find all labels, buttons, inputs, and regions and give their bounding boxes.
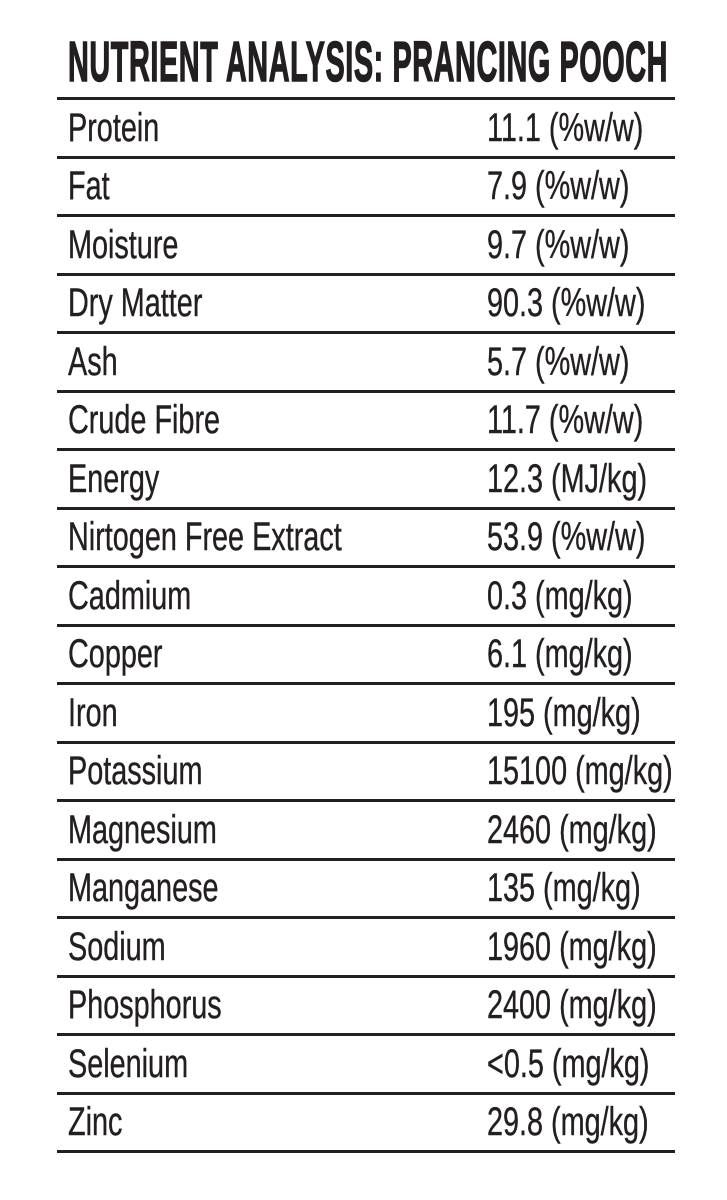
table-row: Potassium 15100 (mg/kg) — [57, 744, 675, 802]
nutrient-value: 15100 (mg/kg) — [487, 749, 673, 794]
table-row: Selenium <0.5 (mg/kg) — [57, 1036, 675, 1095]
nutrient-name: Ash — [68, 339, 118, 384]
nutrient-name: Copper — [68, 632, 163, 677]
table-row: Cadmium 0.3 (mg/kg) — [57, 568, 675, 627]
nutrient-value: 9.7 (%w/w) — [487, 222, 630, 267]
nutrient-name: Magnesium — [68, 807, 217, 852]
nutrient-value: <0.5 (mg/kg) — [487, 1041, 650, 1086]
nutrient-name: Nirtogen Free Extract — [68, 515, 342, 560]
nutrient-name: Sodium — [68, 924, 166, 969]
nutrient-name: Moisture — [68, 222, 179, 267]
table-row: Iron 195 (mg/kg) — [57, 685, 675, 744]
nutrient-value: 1960 (mg/kg) — [487, 924, 657, 969]
table-row: Dry Matter 90.3 (%w/w) — [57, 276, 675, 334]
nutrient-name: Dry Matter — [68, 281, 203, 326]
nutrient-name: Potassium — [68, 749, 203, 794]
nutrient-name: Iron — [68, 690, 118, 735]
nutrient-name: Fat — [68, 164, 110, 209]
nutrient-value: 53.9 (%w/w) — [487, 515, 646, 560]
table-row: Magnesium 2460 (mg/kg) — [57, 802, 675, 861]
nutrient-name: Protein — [68, 105, 160, 150]
nutrient-name: Energy — [68, 456, 160, 501]
nutrient-value: 195 (mg/kg) — [487, 690, 641, 735]
nutrient-value: 2400 (mg/kg) — [487, 983, 657, 1028]
table-row: Crude Fibre 11.7 (%w/w) — [57, 393, 675, 451]
nutrient-value: 11.1 (%w/w) — [487, 105, 644, 150]
nutrient-name: Manganese — [68, 866, 219, 911]
page-title-text: NUTRIENT ANALYSIS: PRANCING POOCH — [68, 30, 669, 94]
nutrient-name: Zinc — [68, 1100, 123, 1145]
nutrient-value: 6.1 (mg/kg) — [487, 632, 633, 677]
table-row: Nirtogen Free Extract 53.9 (%w/w) — [57, 510, 675, 568]
table-row: Energy 12.3 (MJ/kg) — [57, 451, 675, 510]
nutrient-value: 12.3 (MJ/kg) — [487, 456, 648, 501]
nutrient-value: 29.8 (mg/kg) — [487, 1100, 649, 1145]
table-row: Sodium 1960 (mg/kg) — [57, 919, 675, 978]
nutrient-name: Cadmium — [68, 573, 192, 618]
table-row: Protein 11.1 (%w/w) — [57, 100, 675, 159]
table-row: Manganese 135 (mg/kg) — [57, 861, 675, 919]
nutrient-table: Protein 11.1 (%w/w) Fat 7.9 (%w/w) Moist… — [57, 97, 675, 1153]
table-row: Zinc 29.8 (mg/kg) — [57, 1095, 675, 1153]
page-title: NUTRIENT ANALYSIS: PRANCING POOCH — [68, 30, 727, 94]
table-row: Phosphorus 2400 (mg/kg) — [57, 978, 675, 1036]
table-row: Copper 6.1 (mg/kg) — [57, 627, 675, 685]
table-row: Ash 5.7 (%w/w) — [57, 334, 675, 393]
nutrient-value: 11.7 (%w/w) — [487, 398, 644, 443]
nutrient-name: Selenium — [68, 1041, 189, 1086]
table-row: Fat 7.9 (%w/w) — [57, 159, 675, 217]
nutrient-name: Crude Fibre — [68, 398, 221, 443]
nutrient-value: 2460 (mg/kg) — [487, 807, 657, 852]
nutrient-name: Phosphorus — [68, 983, 222, 1028]
nutrient-value: 135 (mg/kg) — [487, 866, 641, 911]
nutrient-value: 90.3 (%w/w) — [487, 281, 646, 326]
nutrient-value: 5.7 (%w/w) — [487, 339, 630, 384]
table-row: Moisture 9.7 (%w/w) — [57, 217, 675, 276]
nutrient-value: 7.9 (%w/w) — [487, 164, 630, 209]
nutrient-value: 0.3 (mg/kg) — [487, 573, 633, 618]
